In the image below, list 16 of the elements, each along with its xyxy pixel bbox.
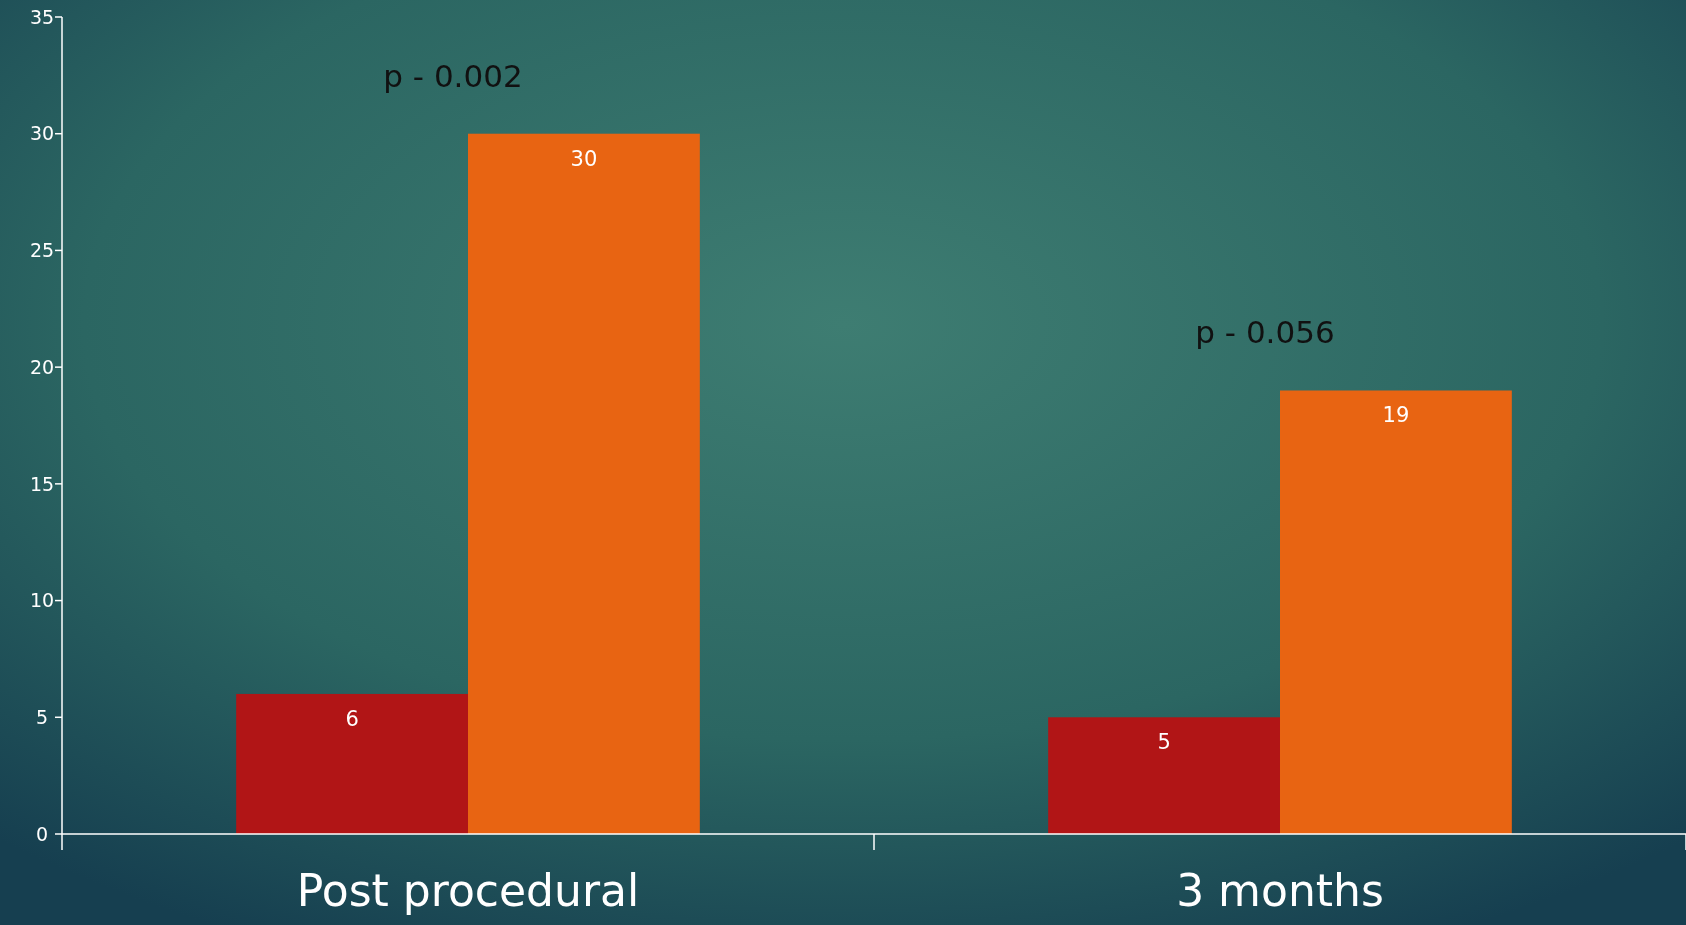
y-tick-label: 35 [29, 5, 55, 28]
data-label: 30 [570, 146, 598, 171]
annotation: p - 0.056 [1195, 314, 1335, 351]
y-tick-label: 10 [29, 589, 55, 612]
y-tick-label: 0 [35, 822, 49, 845]
data-label: 19 [1382, 403, 1410, 428]
y-tick-label: 30 [29, 122, 55, 145]
x-tick-label: 3 months [1176, 865, 1384, 916]
data-label: 6 [345, 706, 359, 731]
data-label: 5 [1157, 730, 1171, 755]
y-tick-label: 25 [29, 239, 55, 262]
y-tick-label: 5 [35, 705, 49, 728]
y-tick-label: 20 [29, 355, 55, 378]
y-tick-label: 15 [29, 472, 55, 495]
x-tick-label: Post procedural [296, 865, 640, 916]
annotation: p - 0.002 [383, 57, 523, 94]
